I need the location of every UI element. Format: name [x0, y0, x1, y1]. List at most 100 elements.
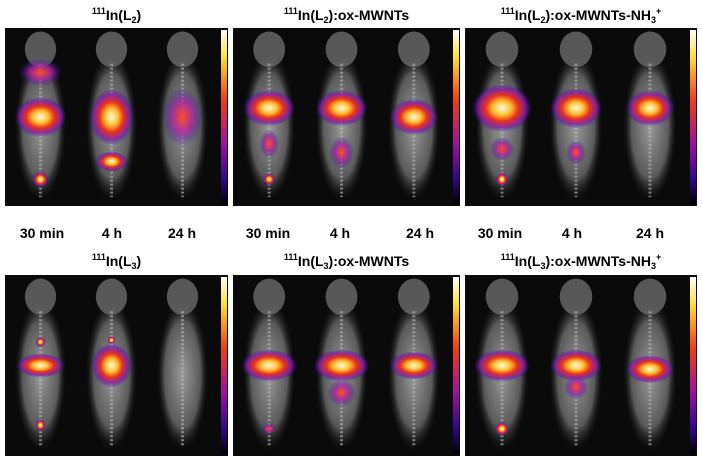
- title-text: 3: [650, 15, 656, 25]
- uptake: [313, 349, 370, 382]
- mouse-head: [253, 278, 286, 315]
- title-text: 3: [650, 261, 656, 271]
- uptake: [16, 353, 65, 378]
- title-text: In(L: [297, 253, 324, 269]
- title-text: In(L: [297, 7, 324, 23]
- uptake: [496, 172, 508, 187]
- panel-title: 111In(L2):ox-MWNTs-NH3+: [465, 6, 697, 25]
- title-text: ):ox-MWNTs-NH: [545, 7, 651, 23]
- uptake: [315, 90, 368, 127]
- uptake: [259, 129, 280, 158]
- uptake: [472, 84, 532, 133]
- uptake: [626, 90, 674, 127]
- color-bar: [690, 30, 696, 204]
- mouse-head: [633, 31, 667, 68]
- title-text: ): [136, 253, 142, 269]
- mouse-head: [485, 278, 519, 315]
- panel-title: 111In(L3):ox-MWNTs-NH3+: [465, 252, 697, 271]
- uptake: [91, 343, 132, 388]
- title-text: ):ox-MWNTs: [328, 253, 410, 269]
- color-bar: [453, 277, 459, 454]
- panel-title: 111In(L3): [5, 252, 228, 271]
- color-bar: [221, 30, 227, 204]
- mouse-head: [24, 278, 57, 315]
- color-bar: [690, 277, 696, 454]
- title-text: ): [136, 7, 142, 23]
- uptake: [474, 349, 530, 382]
- title-text: 111: [283, 6, 298, 16]
- uptake: [389, 351, 438, 380]
- uptake: [262, 422, 277, 435]
- title-text: In(L: [514, 253, 541, 269]
- uptake: [626, 355, 674, 384]
- mouse-head: [485, 31, 519, 68]
- uptake: [89, 89, 134, 145]
- mouse-head: [633, 278, 667, 315]
- time-label: 24 h: [405, 225, 434, 241]
- title-text: 2: [323, 15, 329, 25]
- mouse-head: [559, 31, 593, 68]
- mouse-body: [156, 298, 209, 451]
- title-text: +: [655, 252, 662, 262]
- time-label: 4 h: [329, 225, 351, 241]
- mouse-head: [253, 31, 286, 68]
- title-text: In(L: [105, 7, 132, 23]
- uptake: [495, 421, 509, 436]
- uptake: [18, 58, 63, 87]
- time-label: 24 h: [167, 225, 196, 241]
- uptake: [327, 378, 356, 407]
- uptake: [35, 336, 46, 347]
- mouse-head: [325, 31, 358, 68]
- title-text: 111: [500, 6, 515, 16]
- uptake: [263, 173, 276, 186]
- mouse-head: [559, 278, 593, 315]
- title-text: 3: [323, 261, 329, 271]
- panel-title: 111In(L3):ox-MWNTs: [233, 252, 460, 271]
- title-text: 111: [91, 6, 106, 16]
- uptake: [550, 349, 602, 382]
- color-bar: [221, 277, 227, 454]
- time-label: 4 h: [561, 225, 583, 241]
- mouse-head: [166, 278, 199, 315]
- mouse-head: [95, 31, 128, 68]
- uptake: [566, 140, 586, 165]
- uptake: [329, 136, 354, 169]
- uptake: [241, 349, 298, 382]
- time-label: 30 min: [19, 225, 65, 241]
- title-text: ):ox-MWNTs: [328, 7, 410, 23]
- title-text: In(L: [514, 7, 541, 23]
- title-text: 111: [91, 252, 106, 262]
- mouse-head: [397, 31, 430, 68]
- title-text: ):ox-MWNTs-NH: [545, 253, 651, 269]
- title-text: 111: [500, 252, 515, 262]
- mouse-head: [325, 278, 358, 315]
- time-label: 24 h: [635, 225, 664, 241]
- uptake: [550, 88, 602, 129]
- uptake: [243, 90, 296, 127]
- uptake: [162, 87, 203, 147]
- mouse-head: [95, 278, 128, 315]
- time-label: 30 min: [245, 225, 291, 241]
- mouse-head: [166, 31, 199, 68]
- color-bar: [453, 30, 459, 204]
- mouse-head: [397, 278, 430, 315]
- time-label: 30 min: [477, 225, 523, 241]
- title-text: +: [655, 6, 662, 16]
- mouse-head: [24, 31, 57, 68]
- title-text: 3: [540, 261, 546, 271]
- time-label: 4 h: [101, 225, 123, 241]
- title-text: 111: [283, 252, 298, 262]
- uptake: [95, 151, 128, 172]
- title-text: 2: [540, 15, 546, 25]
- title-text: In(L: [105, 253, 132, 269]
- uptake: [107, 336, 116, 345]
- uptake: [490, 137, 514, 162]
- title-text: 2: [131, 15, 137, 25]
- panel-title: 111In(L2): [5, 6, 228, 25]
- uptake: [389, 99, 438, 135]
- uptake: [35, 419, 46, 432]
- uptake: [564, 375, 588, 400]
- uptake: [32, 171, 49, 188]
